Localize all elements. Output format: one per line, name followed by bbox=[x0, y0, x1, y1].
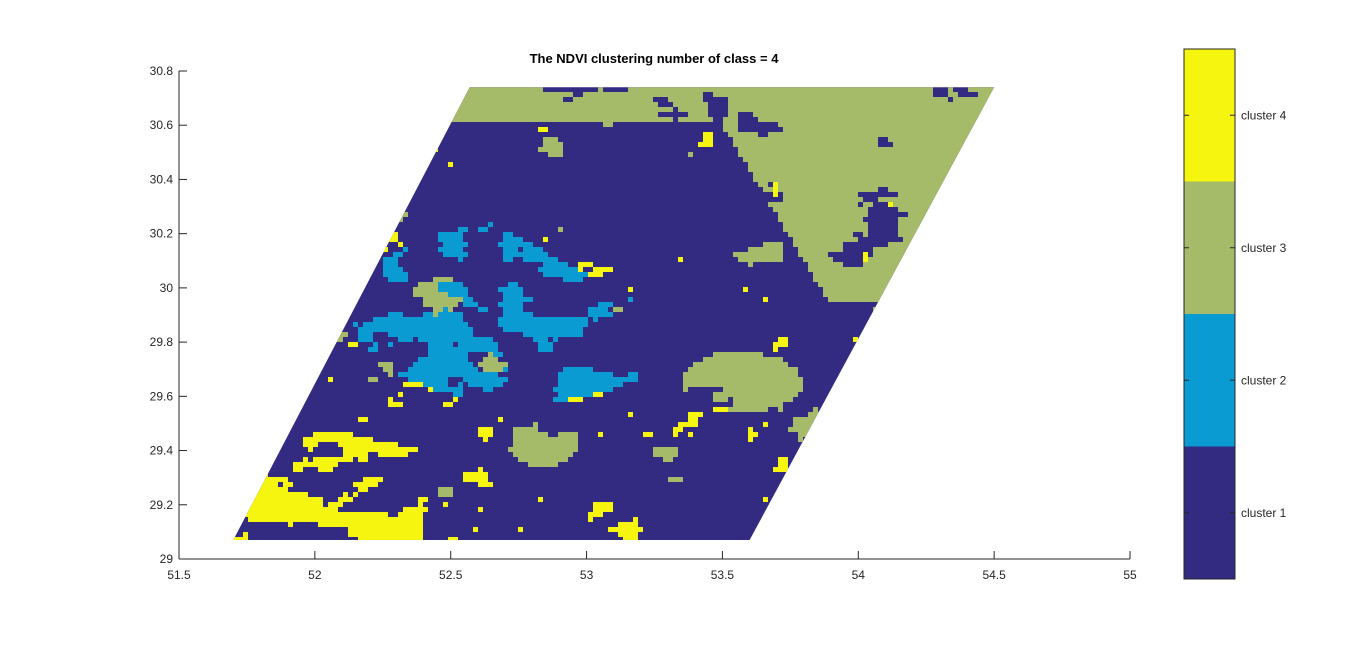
colorbar-label: cluster 1 bbox=[1241, 506, 1287, 520]
chart-title: The NDVI clustering number of class = 4 bbox=[530, 51, 780, 66]
y-tick-label: 30.4 bbox=[150, 172, 174, 186]
x-tick-label: 53 bbox=[580, 568, 594, 582]
colorbar-label: cluster 2 bbox=[1241, 373, 1287, 387]
colorbar-label: cluster 3 bbox=[1241, 241, 1287, 255]
y-tick-label: 30 bbox=[160, 281, 174, 295]
x-tick-label: 52.5 bbox=[439, 568, 463, 582]
axes: 51.5 52 52.5 53 53.5 54 54.5 55 29 29.2 29.4 29.6 29… bbox=[150, 64, 1137, 582]
y-tick-label: 29.2 bbox=[150, 498, 174, 512]
y-tick-label: 29 bbox=[160, 552, 174, 566]
colorbar: cluster 4 cluster 3 cluster 2 cluster 1 bbox=[1183, 48, 1287, 580]
y-tick-label: 30.6 bbox=[150, 118, 174, 132]
y-tick-label: 29.8 bbox=[150, 335, 174, 349]
x-tick-label: 54.5 bbox=[982, 568, 1006, 582]
y-tick-label: 30.2 bbox=[150, 227, 174, 241]
y-tick-label: 29.6 bbox=[150, 389, 174, 403]
colorbar-segment bbox=[1184, 181, 1235, 314]
x-tick-label: 51.5 bbox=[167, 568, 191, 582]
x-tick-label: 54 bbox=[852, 568, 866, 582]
colorbar-segment bbox=[1184, 314, 1235, 447]
colorbar-label: cluster 4 bbox=[1241, 108, 1287, 122]
x-tick-label: 52 bbox=[308, 568, 322, 582]
y-tick-label: 29.4 bbox=[150, 444, 174, 458]
colorbar-segment bbox=[1184, 446, 1235, 579]
x-tick-label: 53.5 bbox=[711, 568, 735, 582]
colorbar-frame bbox=[1183, 48, 1236, 580]
y-tick-label: 30.8 bbox=[150, 64, 174, 78]
colorbar-segment bbox=[1184, 49, 1235, 182]
x-tick-label: 55 bbox=[1123, 568, 1137, 582]
